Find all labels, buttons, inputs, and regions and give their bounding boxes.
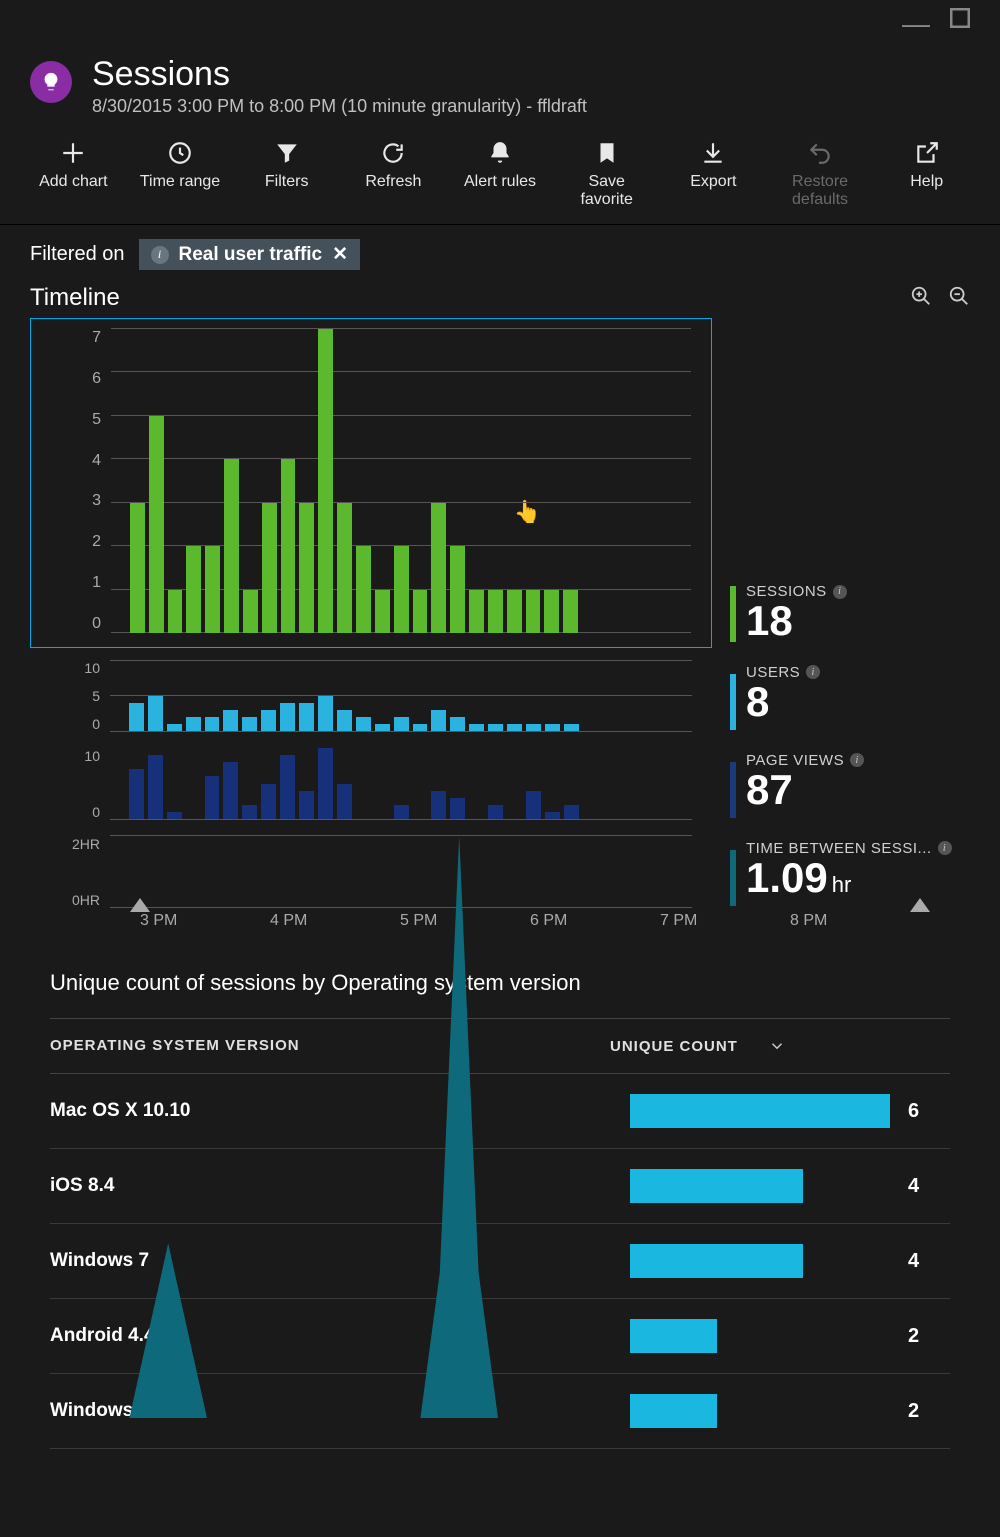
toolbar-label: Filters	[233, 173, 340, 191]
x-tick: 4 PM	[270, 912, 400, 930]
info-icon: i	[850, 753, 864, 767]
export-button[interactable]: Export	[660, 137, 767, 209]
zoom-out-icon[interactable]	[948, 285, 970, 312]
bar[interactable]	[488, 590, 503, 633]
x-axis: 3 PM4 PM5 PM6 PM7 PM8 PM	[140, 912, 920, 930]
bar[interactable]	[149, 416, 164, 633]
x-tick: 8 PM	[790, 912, 920, 930]
mini-chart-1[interactable]: 100	[30, 744, 712, 824]
bar[interactable]	[356, 546, 371, 633]
bar[interactable]	[544, 590, 559, 633]
minimize-icon[interactable]: —	[902, 8, 930, 40]
download-icon	[660, 137, 767, 169]
bar[interactable]	[431, 503, 446, 633]
zoom-in-icon[interactable]	[910, 285, 932, 312]
bar[interactable]	[375, 590, 390, 633]
mini-chart-0[interactable]: 1050	[30, 656, 712, 736]
page-title: Sessions	[92, 55, 587, 94]
bar[interactable]	[168, 590, 183, 633]
bar[interactable]	[224, 459, 239, 633]
toolbar: Add chartTime rangeFiltersRefreshAlert r…	[0, 127, 1000, 225]
page-subtitle: 8/30/2015 3:00 PM to 8:00 PM (10 minute …	[92, 96, 587, 117]
bar[interactable]	[262, 503, 277, 633]
timeline-header: Timeline	[0, 284, 1000, 318]
stat-box[interactable]: TIME BETWEEN SESSI...i1.09hr	[730, 832, 970, 912]
charts-area: 76543210 👆 SESSIONSi 18 1050USERSi8100PA…	[0, 318, 1000, 930]
info-icon: i	[151, 246, 169, 264]
bar[interactable]	[394, 546, 409, 633]
toolbar-label: Export	[660, 173, 767, 191]
stat-sessions[interactable]: SESSIONSi 18	[730, 318, 970, 648]
filter-tag[interactable]: i Real user traffic ✕	[139, 239, 361, 270]
os-count: 2	[890, 1325, 950, 1348]
remove-filter-icon[interactable]: ✕	[332, 243, 348, 266]
stat-box[interactable]: PAGE VIEWSi87	[730, 744, 970, 824]
time-range-button[interactable]: Time range	[127, 137, 234, 209]
bar[interactable]	[507, 590, 522, 633]
toolbar-label: Refresh	[340, 173, 447, 191]
bar[interactable]	[337, 503, 352, 633]
toolbar-label: Add chart	[20, 173, 127, 191]
toolbar-label: Alert rules	[447, 173, 554, 191]
bar[interactable]	[413, 590, 428, 633]
toolbar-label: Time range	[127, 173, 234, 191]
info-icon: i	[833, 585, 847, 599]
os-count: 4	[890, 1250, 950, 1273]
bar[interactable]	[186, 546, 201, 633]
clock-icon	[127, 137, 234, 169]
range-end-handle[interactable]	[910, 898, 930, 912]
x-tick: 5 PM	[400, 912, 530, 930]
window-controls: —	[0, 0, 1000, 40]
os-count: 6	[890, 1100, 950, 1123]
toolbar-label: Help	[873, 173, 980, 191]
bar[interactable]	[281, 459, 296, 633]
bar[interactable]	[130, 503, 145, 633]
toolbar-label: Savefavorite	[553, 173, 660, 209]
refresh-button[interactable]: Refresh	[340, 137, 447, 209]
funnel-icon	[233, 137, 340, 169]
alert-rules-button[interactable]: Alert rules	[447, 137, 554, 209]
restore-defaults-button: Restoredefaults	[767, 137, 874, 209]
insights-bulb-icon	[30, 61, 72, 103]
save-favorite-button[interactable]: Savefavorite	[553, 137, 660, 209]
x-tick: 7 PM	[660, 912, 790, 930]
bell-icon	[447, 137, 554, 169]
timeline-title: Timeline	[30, 284, 120, 312]
undo-icon	[767, 137, 874, 169]
os-count: 2	[890, 1400, 950, 1423]
bar[interactable]	[526, 590, 541, 633]
popout-icon	[873, 137, 980, 169]
bar[interactable]	[299, 503, 314, 633]
plus-icon	[20, 137, 127, 169]
stat-value: 18	[746, 600, 847, 642]
page-header: Sessions 8/30/2015 3:00 PM to 8:00 PM (1…	[0, 40, 1000, 127]
x-tick: 3 PM	[140, 912, 270, 930]
filter-bar: Filtered on i Real user traffic ✕	[0, 225, 1000, 284]
os-count: 4	[890, 1175, 950, 1198]
filter-tag-text: Real user traffic	[179, 244, 323, 266]
bar[interactable]	[450, 546, 465, 633]
bar[interactable]	[563, 590, 578, 633]
filters-button[interactable]: Filters	[233, 137, 340, 209]
bar[interactable]	[469, 590, 484, 633]
stat-box[interactable]: USERSi8	[730, 656, 970, 736]
add-chart-button[interactable]: Add chart	[20, 137, 127, 209]
bar[interactable]	[243, 590, 258, 633]
sort-desc-icon[interactable]	[768, 1037, 786, 1055]
range-start-handle[interactable]	[130, 898, 150, 912]
x-tick: 6 PM	[530, 912, 660, 930]
bar[interactable]	[205, 546, 220, 633]
refresh-icon	[340, 137, 447, 169]
toolbar-label: Restoredefaults	[767, 173, 874, 209]
maximize-icon[interactable]	[950, 8, 970, 40]
info-icon: i	[806, 665, 820, 679]
bar[interactable]	[318, 329, 333, 633]
filter-label: Filtered on	[30, 243, 125, 266]
bookmark-icon	[553, 137, 660, 169]
info-icon: i	[938, 841, 952, 855]
sessions-chart[interactable]: 76543210 👆	[30, 318, 712, 648]
help-button[interactable]: Help	[873, 137, 980, 209]
